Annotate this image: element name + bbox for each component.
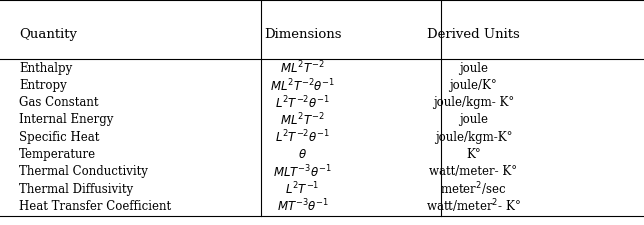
Text: joule/kgm-K°: joule/kgm-K° (435, 131, 512, 144)
Text: $\theta$: $\theta$ (298, 148, 307, 161)
Text: $ML^2T^{-2}$: $ML^2T^{-2}$ (280, 112, 325, 128)
Text: $ML^2T^{-2}$: $ML^2T^{-2}$ (280, 60, 325, 76)
Text: Temperature: Temperature (19, 148, 97, 161)
Text: Thermal Conductivity: Thermal Conductivity (19, 165, 148, 178)
Text: Enthalpy: Enthalpy (19, 62, 73, 75)
Text: Entropy: Entropy (19, 79, 67, 92)
Text: $MT^{-3}\theta^{-1}$: $MT^{-3}\theta^{-1}$ (277, 198, 328, 215)
Text: watt/meter$^2$- K°: watt/meter$^2$- K° (426, 198, 521, 215)
Text: Quantity: Quantity (19, 28, 77, 41)
Text: K°: K° (466, 148, 480, 161)
Text: $MLT^{-3}\theta^{-1}$: $MLT^{-3}\theta^{-1}$ (273, 163, 332, 180)
Text: joule/kgm- K°: joule/kgm- K° (433, 96, 514, 109)
Text: watt/meter- K°: watt/meter- K° (430, 165, 517, 178)
Text: Gas Constant: Gas Constant (19, 96, 99, 109)
Text: Heat Transfer Coefficient: Heat Transfer Coefficient (19, 200, 171, 213)
Text: $L^2T^{-2}\theta^{-1}$: $L^2T^{-2}\theta^{-1}$ (275, 129, 330, 146)
Text: Derived Units: Derived Units (427, 28, 520, 41)
Text: $L^2T^{-2}\theta^{-1}$: $L^2T^{-2}\theta^{-1}$ (275, 94, 330, 111)
Text: Internal Energy: Internal Energy (19, 113, 114, 126)
Text: Dimensions: Dimensions (264, 28, 341, 41)
Text: $L^2T^{-1}$: $L^2T^{-1}$ (285, 181, 320, 197)
Text: joule/K°: joule/K° (450, 79, 497, 92)
Text: Specific Heat: Specific Heat (19, 131, 100, 144)
Text: meter$^2$/sec: meter$^2$/sec (440, 180, 506, 198)
Text: $ML^2T^{-2}\theta^{-1}$: $ML^2T^{-2}\theta^{-1}$ (270, 77, 335, 94)
Text: Thermal Diffusivity: Thermal Diffusivity (19, 182, 133, 196)
Text: joule: joule (459, 62, 488, 75)
Text: joule: joule (459, 113, 488, 126)
